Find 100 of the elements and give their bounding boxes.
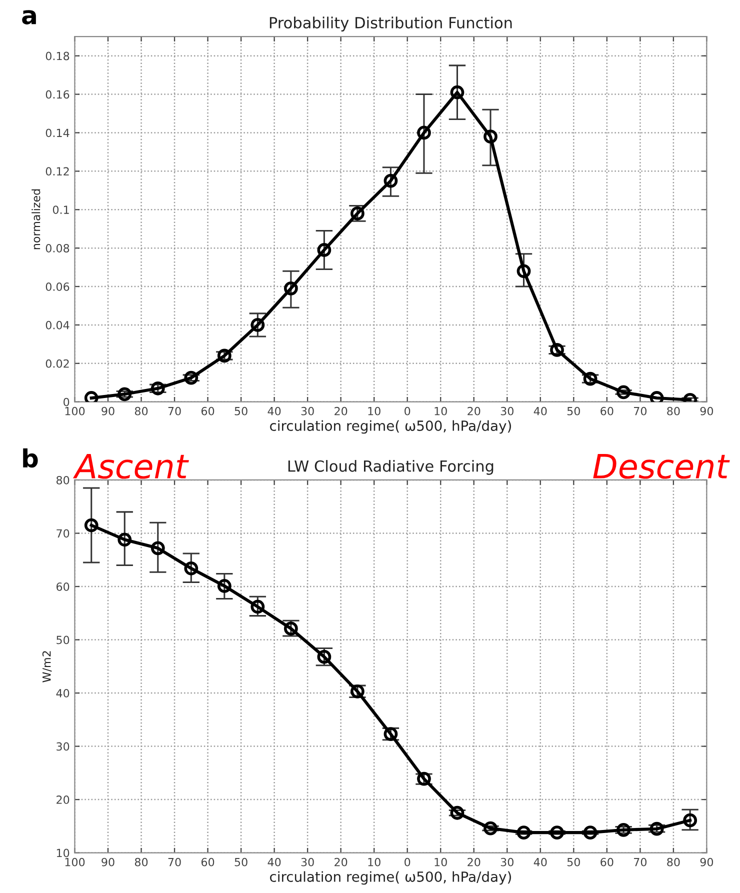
y-tick-label: 70 [56, 529, 70, 538]
x-tick-label: 50 [567, 858, 580, 866]
x-tick-label: 80 [134, 406, 148, 416]
point [484, 821, 498, 836]
point [118, 387, 132, 402]
point [516, 264, 531, 278]
point [650, 822, 664, 836]
x-tick-label: 70 [634, 406, 647, 416]
y-tick-label: 0.06 [46, 282, 70, 291]
x-tick-label: 100 [65, 858, 85, 866]
x-tick-label: 0 [404, 858, 410, 866]
y-tick-label: 10 [56, 848, 70, 858]
point [284, 281, 298, 296]
x-tick-label: 20 [468, 406, 480, 416]
x-axis-title: circulation regime( ω500, hPa/day) [270, 871, 511, 885]
x-tick-label: 80 [667, 406, 680, 416]
x-tick-label: 20 [334, 406, 348, 416]
y-tick-label: 30 [56, 742, 70, 751]
x-tick-label: 30 [500, 406, 514, 416]
y-axis-title: W/m2 [42, 651, 52, 682]
x-tick-label: 30 [301, 406, 314, 416]
y-tick-label: 20 [56, 796, 70, 804]
x-tick-label: 50 [234, 858, 248, 866]
text: Ascent [72, 454, 189, 479]
x-axis-title: circulation regime( ω500, hPa/day) [270, 420, 511, 434]
x-tick-label: 50 [234, 406, 248, 416]
point [184, 561, 198, 576]
y-tick-label: 0.12 [46, 167, 69, 176]
x-tick-label: 60 [600, 406, 614, 416]
x-tick-label: 40 [534, 858, 547, 866]
x-tick-label: 90 [700, 858, 714, 866]
x-tick-label: 100 [65, 406, 85, 416]
text: Descent [593, 454, 730, 479]
y-tick-label: 0.08 [46, 244, 70, 252]
point [616, 385, 630, 400]
x-tick-label: 10 [434, 406, 447, 416]
point [384, 174, 398, 188]
point [550, 343, 564, 357]
x-tick-label: 60 [201, 858, 214, 866]
point [250, 318, 265, 332]
x-tick-label: 60 [201, 406, 214, 416]
point [616, 822, 630, 837]
x-tick-label: 20 [468, 858, 480, 866]
point [84, 518, 98, 532]
x-tick-label: 10 [368, 406, 380, 416]
point [516, 826, 531, 840]
point [583, 826, 598, 840]
y-tick-label: 50 [56, 636, 70, 644]
point [417, 126, 431, 140]
x-tick-label: 20 [334, 858, 348, 866]
y-tick-label: 0.14 [46, 128, 70, 138]
y-tick-label: 0 [64, 398, 70, 406]
y-tick-label: 80 [56, 476, 70, 484]
point [150, 541, 165, 556]
x-tick-label: 0 [404, 406, 410, 416]
x-tick-label: 70 [168, 406, 181, 416]
point [217, 579, 232, 593]
y-tick-label: 60 [56, 582, 70, 591]
point [150, 381, 165, 396]
point [550, 826, 564, 840]
x-tick-label: 50 [567, 406, 580, 416]
text: a [22, 10, 36, 24]
x-tick-label: 90 [700, 406, 714, 416]
x-tick-label: 10 [368, 858, 380, 866]
x-tick-label: 70 [168, 858, 181, 866]
point [650, 391, 664, 402]
y-tick-label: 0.02 [46, 359, 69, 368]
point [450, 806, 464, 820]
x-tick-label: 40 [268, 858, 281, 866]
chart-title: Probability Distribution Function [270, 16, 512, 32]
x-tick-label: 70 [634, 858, 647, 866]
y-tick-label: 40 [56, 689, 70, 698]
point [350, 684, 364, 698]
point [450, 85, 464, 100]
y-axis-title: normalized [32, 189, 40, 250]
x-tick-label: 60 [600, 858, 614, 866]
x-tick-label: 40 [534, 406, 547, 416]
point [417, 772, 431, 786]
x-tick-label: 10 [434, 858, 447, 866]
point [184, 370, 198, 385]
x-tick-label: 30 [500, 858, 514, 866]
y-tick-label: 0.04 [46, 320, 70, 330]
point [250, 600, 265, 614]
point [583, 372, 598, 386]
x-tick-label: 30 [301, 858, 314, 866]
point [683, 813, 698, 828]
x-tick-label: 80 [667, 858, 680, 866]
y-tick-label: 0.18 [46, 52, 70, 60]
y-tick-label: 0.16 [46, 90, 70, 99]
x-tick-label: 90 [102, 406, 114, 416]
point [118, 532, 132, 547]
point [317, 243, 332, 257]
x-tick-label: 40 [268, 406, 281, 416]
y-tick-label: 0.1 [52, 206, 69, 214]
text: b [23, 448, 38, 468]
chart-title: LW Cloud Radiative Forcing [288, 460, 494, 475]
point [217, 348, 232, 363]
x-tick-label: 80 [134, 858, 148, 866]
point [84, 391, 98, 402]
x-tick-label: 90 [102, 858, 114, 866]
